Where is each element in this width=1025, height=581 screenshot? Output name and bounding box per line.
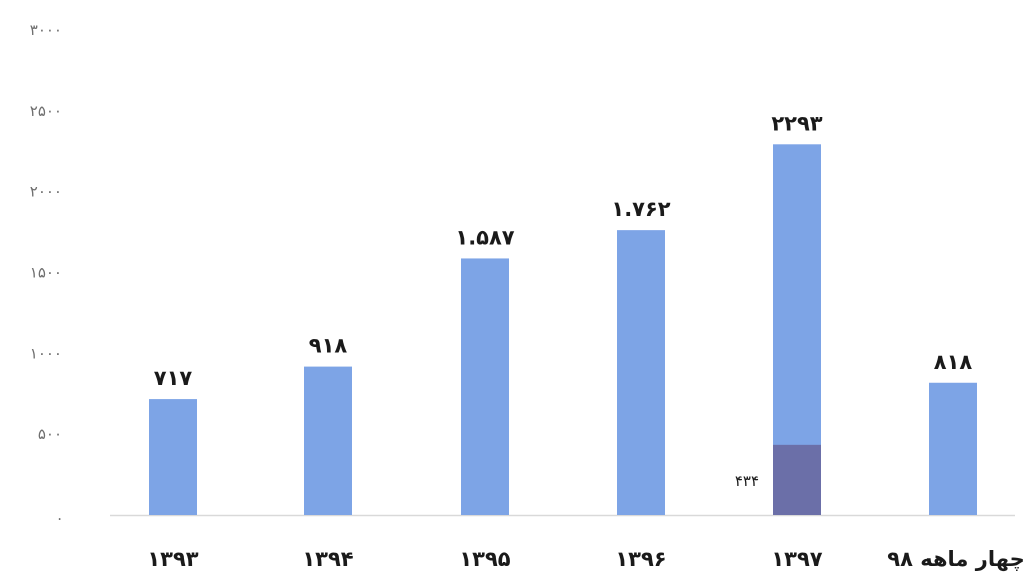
x-tick-label: ۱۳۹۶ bbox=[615, 547, 666, 571]
x-tick-label: ۱۳۹۴ bbox=[302, 547, 353, 571]
x-tick-label: ۱۳۹۳ bbox=[147, 547, 198, 571]
bar-value-label: ۱.۵۸۷ bbox=[455, 225, 514, 249]
y-tick-label: ۵۰۰ bbox=[38, 425, 62, 443]
bar-value-label: ۱.۷۶۲ bbox=[611, 197, 670, 221]
x-tick-label: ۱۳۹۵ bbox=[459, 547, 510, 571]
bar-segment bbox=[773, 444, 821, 515]
bar bbox=[929, 382, 977, 515]
bar-value-label: ۹۱۸ bbox=[309, 334, 348, 358]
bar bbox=[304, 366, 352, 515]
x-axis-ticks: ۱۳۹۳ ۱۳۹۴ ۱۳۹۵ ۱۳۹۶ ۱۳۹۷ چهار ماهه ۹۸ bbox=[147, 547, 1024, 571]
y-axis-ticks: . ۵۰۰ ۱۰۰۰ ۱۵۰۰ ۲۰۰۰ ۲۵۰۰ ۳۰۰۰ bbox=[30, 21, 62, 524]
x-tick-label: چهار ماهه ۹۸ bbox=[887, 547, 1024, 571]
x-tick-label: ۱۳۹۷ bbox=[771, 547, 822, 571]
bar bbox=[617, 230, 665, 516]
value-labels: ۷۱۷ ۹۱۸ ۱.۵۸۷ ۱.۷۶۲ ۲۲۹۳ ۸۱۸ ۴۳۴ bbox=[154, 111, 973, 490]
y-tick-label: ۱۰۰۰ bbox=[30, 344, 62, 362]
y-tick-label: ۱۵۰۰ bbox=[30, 264, 62, 282]
y-tick-label: ۲۵۰۰ bbox=[30, 102, 62, 120]
y-tick-label: . bbox=[57, 506, 62, 524]
bar bbox=[461, 258, 509, 515]
bar bbox=[149, 399, 197, 515]
bar-value-label: ۸۱۸ bbox=[934, 350, 973, 374]
bars bbox=[149, 144, 977, 516]
bar-value-label: ۲۲۹۳ bbox=[771, 111, 822, 135]
y-tick-label: ۲۰۰۰ bbox=[30, 183, 62, 201]
segment-value-label: ۴۳۴ bbox=[735, 472, 759, 490]
y-tick-label: ۳۰۰۰ bbox=[30, 21, 62, 39]
bar-value-label: ۷۱۷ bbox=[154, 366, 193, 390]
